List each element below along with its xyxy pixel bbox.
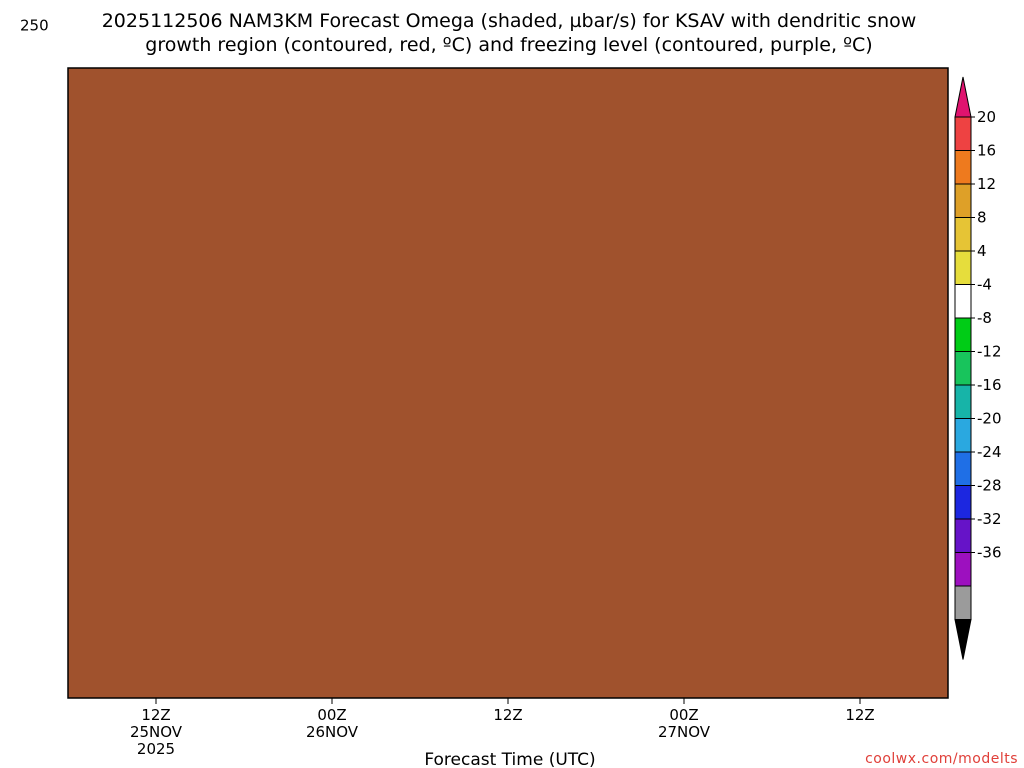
colorbar-label: -12 [977,343,1002,361]
colorbar-swatch [954,451,972,486]
colorbar-label: -24 [977,443,1002,461]
colorbar-swatch [954,317,972,352]
omega-region [282,0,291,5]
x-tick-label: 00Z [669,706,698,724]
colorbar-swatch [954,585,972,620]
colorbar-swatch [954,418,972,453]
x-axis-label: Forecast Time (UTC) [424,750,595,768]
colorbar-label: -36 [977,544,1002,562]
colorbar-swatch [954,351,972,386]
colorbar-swatch [954,518,972,553]
colorbar-label: -28 [977,477,1002,495]
colorbar-label: 12 [977,175,996,193]
colorbar-label: -32 [977,510,1002,528]
y-tick-label: 250 [20,17,49,35]
plot-content: -18-18-18-12-1200 [68,0,948,698]
colorbar: 20 16 12 8 4 -4 -8 -12 -16 -20 -24 -28 -32 -36 [954,76,1002,660]
colorbar-swatch [954,384,972,419]
x-tick-year: 2025 [137,740,175,758]
colorbar-label: -20 [977,410,1002,428]
x-tick-label: 12Z [845,706,874,724]
colorbar-swatch [954,485,972,520]
colorbar-swatch [954,183,972,218]
colorbar-label: -4 [977,276,992,294]
colorbar-top-triangle [954,76,972,118]
x-tick-date: 25NOV [130,723,183,741]
colorbar-label: 4 [977,242,987,260]
colorbar-swatch [954,116,972,151]
colorbar-label: 20 [977,108,996,126]
colorbar-swatch [954,284,972,319]
x-tick-date: 27NOV [658,723,711,741]
x-tick-label: 12Z [493,706,522,724]
colorbar-label: 8 [977,209,987,227]
x-tick-label: 12Z [141,706,170,724]
ground-fill [68,68,948,698]
colorbar-swatch [954,150,972,185]
plot-area: -18-18-18-12-120025030035040045050055060… [20,0,949,758]
x-tick-date: 26NOV [306,723,359,741]
colorbar-bottom-triangle [954,619,972,660]
colorbar-label: -8 [977,309,992,327]
colorbar-swatch [954,250,972,285]
colorbar-label: 16 [977,142,996,160]
x-tick-label: 00Z [317,706,346,724]
credit-text[interactable]: coolwx.com/modelts [865,751,1018,767]
chart-title-line2: growth region (contoured, red, ºC) and f… [145,34,872,56]
colorbar-swatch [954,217,972,252]
colorbar-label: -16 [977,376,1002,394]
chart-title-line1: 2025112506 NAM3KM Forecast Omega (shaded… [102,10,917,32]
colorbar-swatch [954,552,972,587]
